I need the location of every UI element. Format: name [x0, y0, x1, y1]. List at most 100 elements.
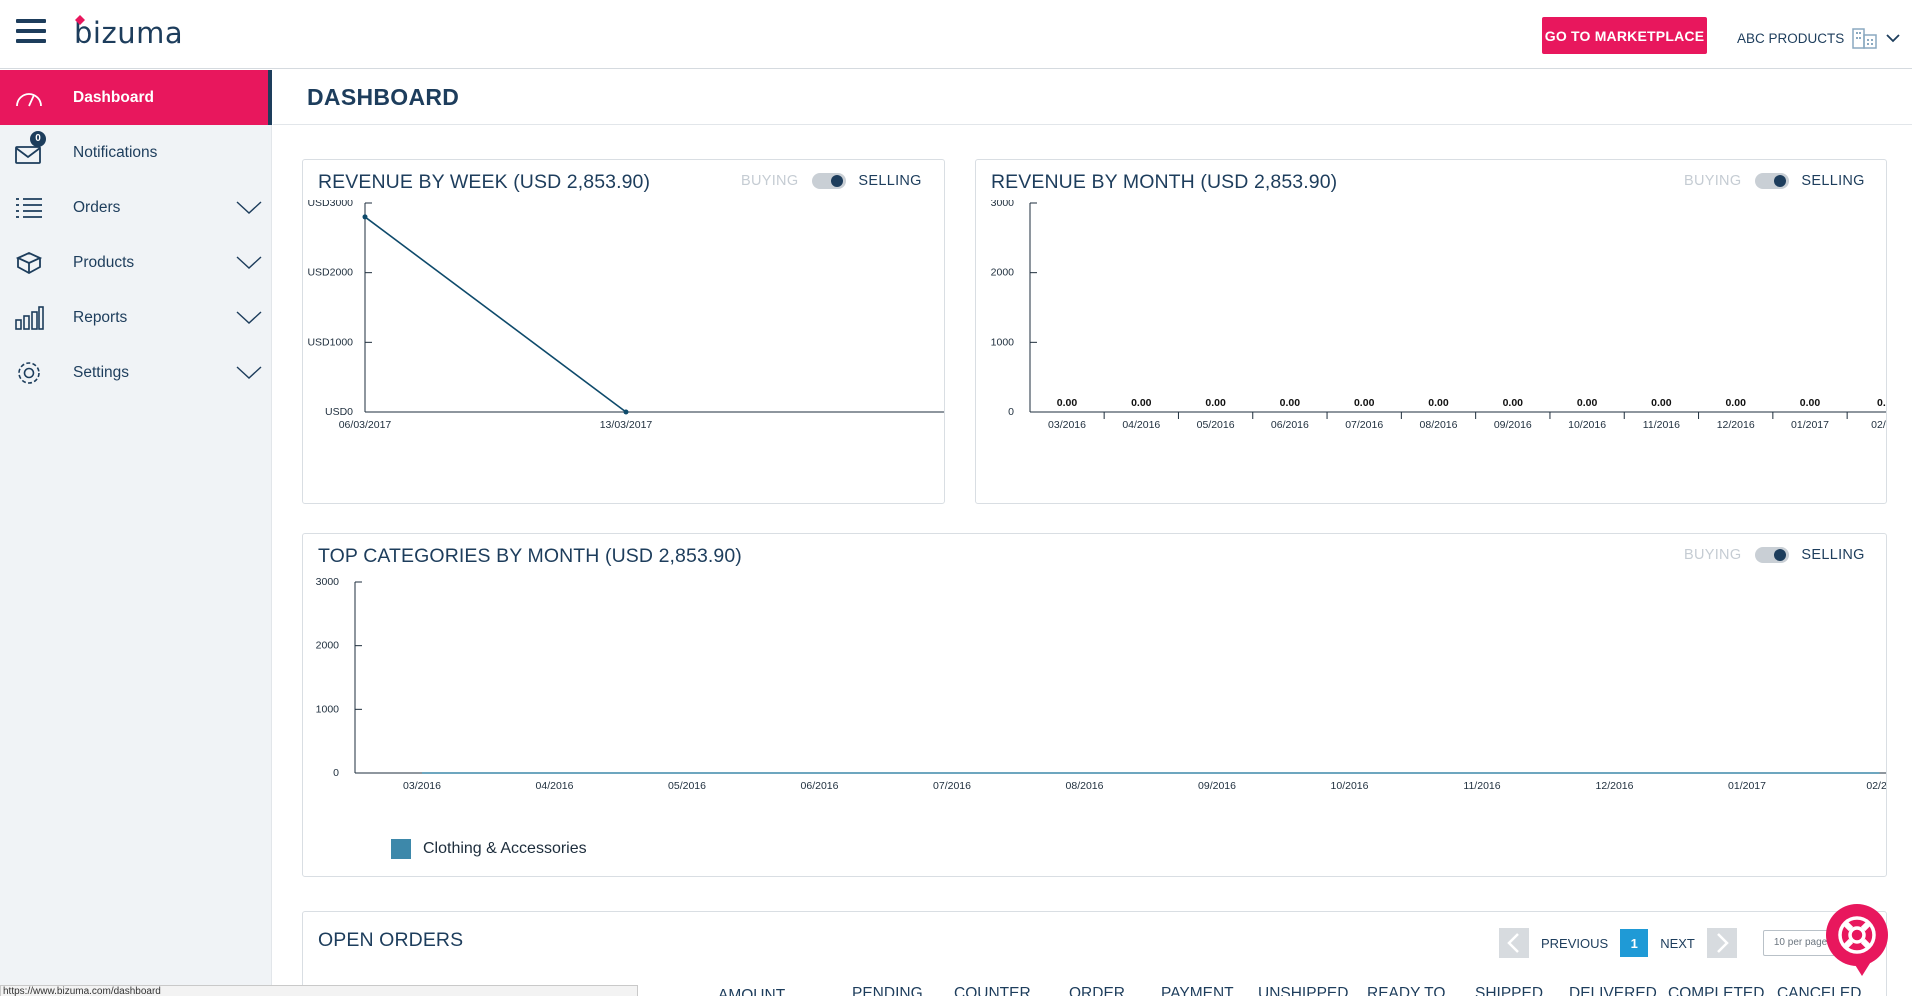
- x-tick-label: 13/03/2017: [600, 419, 653, 431]
- next-page-button[interactable]: [1706, 928, 1737, 958]
- sidebar-item-reports[interactable]: Reports: [0, 290, 272, 345]
- chevron-down-icon[interactable]: [236, 365, 262, 380]
- chevron-down-icon[interactable]: [236, 200, 262, 215]
- previous-page-button[interactable]: [1499, 928, 1529, 958]
- envelope-icon: [14, 139, 44, 167]
- buying-option[interactable]: BUYING: [1684, 547, 1742, 563]
- previous-label[interactable]: PREVIOUS: [1541, 935, 1609, 951]
- logo-text: bizuma: [74, 16, 184, 50]
- gauge-icon: [14, 84, 44, 112]
- building-icon: [1852, 28, 1878, 49]
- chevron-right-icon: [1716, 933, 1729, 953]
- chevron-down-icon: [1886, 34, 1900, 43]
- go-to-marketplace-button[interactable]: GO TO MARKETPLACE: [1542, 17, 1707, 54]
- data-label: 0.00: [1725, 397, 1746, 409]
- data-label: 0.00: [1131, 397, 1152, 409]
- buying-option[interactable]: BUYING: [1684, 173, 1742, 189]
- x-tick-label: 08/2016: [1420, 419, 1458, 431]
- hamburger-menu-icon[interactable]: [16, 19, 46, 43]
- column-header-amount[interactable]: AMOUNT: [718, 987, 786, 996]
- x-tick-label: 12/2016: [1596, 780, 1634, 792]
- column-header-pending[interactable]: PENDING: [852, 985, 923, 996]
- logo-mark-icon: [75, 15, 85, 25]
- gear-icon: [14, 359, 44, 387]
- column-header-payment[interactable]: PAYMENT: [1161, 985, 1234, 996]
- y-tick-label: 1000: [991, 336, 1015, 348]
- y-tick-label: 3000: [316, 576, 340, 588]
- selling-option[interactable]: SELLING: [858, 173, 922, 189]
- data-label: 0.00: [1428, 397, 1449, 409]
- x-tick-label: 06/03/2017: [339, 419, 392, 431]
- sidebar-item-settings[interactable]: Settings: [0, 345, 272, 400]
- chevron-down-icon[interactable]: [236, 255, 262, 270]
- column-header-canceled[interactable]: CANCELED: [1777, 985, 1862, 996]
- column-header-order[interactable]: ORDER: [1069, 985, 1125, 996]
- chevron-down-icon[interactable]: [236, 310, 262, 325]
- x-tick-label: 03/2016: [1048, 419, 1086, 431]
- column-header-completed[interactable]: COMPLETED: [1668, 985, 1765, 996]
- y-tick-label: 3000: [991, 200, 1015, 209]
- sidebar-item-orders[interactable]: Orders: [0, 180, 272, 235]
- y-tick-label: 2000: [991, 267, 1015, 279]
- toggle-switch[interactable]: [1755, 173, 1790, 189]
- help-chat-button[interactable]: [1826, 904, 1888, 976]
- x-tick-label: 02/20: [1866, 780, 1886, 792]
- revenue-by-month-chart: 0 1000 2000 3000 0.00 03/2016 0.00 04/2016 0.00 0…: [991, 200, 1886, 431]
- column-header-unshipped[interactable]: UNSHIPPED: [1258, 985, 1349, 996]
- y-tick-label: 0: [1008, 406, 1014, 418]
- notification-count-badge: 0: [30, 131, 46, 147]
- x-tick-label: 01/2017: [1728, 780, 1766, 792]
- bar-chart-icon: [14, 304, 44, 332]
- sidebar: Dashboard 0 Notifications Orders Product…: [0, 70, 272, 996]
- legend-swatch: [391, 839, 411, 859]
- page-number-button[interactable]: 1: [1620, 929, 1649, 957]
- y-tick-label: 0: [333, 767, 339, 779]
- x-tick-label: 11/2016: [1463, 780, 1500, 792]
- data-label: 0.00: [1503, 397, 1524, 409]
- buying-option[interactable]: BUYING: [741, 173, 799, 189]
- next-label[interactable]: NEXT: [1660, 935, 1695, 951]
- toggle-switch[interactable]: [812, 173, 847, 189]
- x-tick-label: 06/2016: [1271, 419, 1309, 431]
- column-header-shipped[interactable]: SHIPPED: [1475, 985, 1544, 996]
- buying-selling-toggle[interactable]: BUYING SELLING: [1684, 170, 1865, 192]
- x-tick-label: 11/2016: [1643, 419, 1680, 431]
- sidebar-item-label: Orders: [73, 198, 121, 216]
- sidebar-item-products[interactable]: Products: [0, 235, 272, 290]
- x-tick-label: 05/2016: [1197, 419, 1235, 431]
- x-tick-label: 12/2016: [1717, 419, 1755, 431]
- sidebar-item-label: Products: [73, 253, 135, 271]
- column-header-delivered[interactable]: DELIVERED: [1569, 985, 1657, 996]
- list-icon: [14, 194, 44, 222]
- data-label: 0.00: [1800, 397, 1821, 409]
- sidebar-item-dashboard[interactable]: Dashboard: [0, 70, 272, 125]
- selling-option[interactable]: SELLING: [1801, 173, 1865, 189]
- x-tick-label: 02/20: [1871, 419, 1886, 431]
- x-tick-label: 08/2016: [1066, 780, 1104, 792]
- x-tick-label: 07/2016: [933, 780, 971, 792]
- status-bar-url: https://www.bizuma.com/dashboard: [0, 985, 638, 996]
- legend-label: Clothing & Accessories: [423, 840, 587, 857]
- buying-selling-toggle[interactable]: BUYING SELLING: [741, 170, 922, 192]
- top-bar: bizuma GO TO MARKETPLACE ABC PRODUCTS: [0, 0, 1912, 69]
- x-tick-label: 10/2016: [1331, 780, 1369, 792]
- revenue-by-month-card: REVENUE BY MONTH (USD 2,853.90) BUYING S…: [975, 159, 1887, 504]
- pagination: PREVIOUS 1 NEXT 10 per page: [1499, 928, 1855, 958]
- data-label: 0.00: [1577, 397, 1598, 409]
- account-menu[interactable]: ABC PRODUCTS: [1737, 27, 1900, 49]
- card-title: OPEN ORDERS: [318, 929, 464, 951]
- column-header-counter[interactable]: COUNTER: [954, 985, 1031, 996]
- toggle-switch[interactable]: [1755, 547, 1790, 563]
- y-tick-label: 2000: [316, 640, 340, 652]
- sidebar-item-label: Notifications: [73, 143, 158, 161]
- x-tick-label: 03/2016: [403, 780, 441, 792]
- data-label: 0.0: [1877, 397, 1886, 409]
- sidebar-item-notifications[interactable]: 0 Notifications: [0, 125, 272, 180]
- column-header-ready-to[interactable]: READY TO: [1367, 985, 1446, 996]
- buying-selling-toggle[interactable]: BUYING SELLING: [1684, 544, 1865, 566]
- data-label: 0.00: [1205, 397, 1226, 409]
- x-tick-label: 07/2016: [1345, 419, 1383, 431]
- selling-option[interactable]: SELLING: [1801, 547, 1865, 563]
- page-title: DASHBOARD: [307, 84, 460, 110]
- logo[interactable]: bizuma: [74, 12, 183, 52]
